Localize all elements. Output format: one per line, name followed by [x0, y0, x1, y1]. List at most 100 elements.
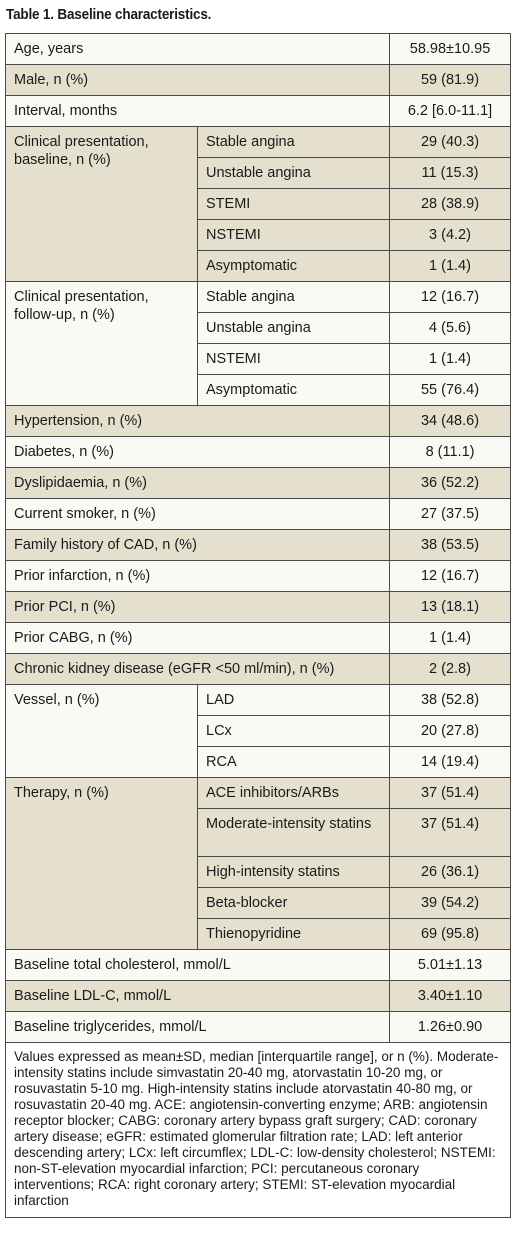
baseline-characteristics-table: Age, years 58.98±10.95 Male, n (%) 59 (8… [4, 33, 512, 1218]
sub-label-clin-base-stemi: STEMI [196, 188, 391, 220]
table-row-therapy-1: Therapy, n (%) ACE inhibitors/ARBs 37 (5… [5, 777, 512, 950]
row-value-age: 58.98±10.95 [389, 33, 512, 65]
row-label-interval: Interval, months [4, 95, 391, 127]
group-label-clinical-baseline: Clinical presentation, baseline, n (%) [5, 126, 198, 282]
table-row-clin-base-4: NSTEMI 3 (4.2) [6, 219, 512, 251]
sub-value-therapy-high-statins: 26 (36.1) [389, 856, 512, 888]
table-row-ckd: Chronic kidney disease (eGFR <50 ml/min)… [4, 653, 512, 685]
row-label-prior-cabg: Prior CABG, n (%) [4, 622, 391, 654]
sub-value-clin-follow-asymptomatic: 55 (76.4) [389, 374, 512, 406]
table-row-age: Age, years 58.98±10.95 [4, 33, 512, 65]
table-row-male: Male, n (%) 59 (81.9) [4, 64, 512, 96]
row-value-family-history: 38 (53.5) [389, 529, 512, 561]
table-row-therapy-3: High-intensity statins 26 (36.1) [6, 856, 512, 888]
sub-label-vessel-lcx: LCx [196, 715, 391, 747]
row-value-ckd: 2 (2.8) [389, 653, 512, 685]
row-label-dyslipidaemia: Dyslipidaemia, n (%) [4, 467, 391, 499]
sub-value-therapy-beta-blocker: 39 (54.2) [389, 887, 512, 919]
row-value-diabetes: 8 (11.1) [389, 436, 512, 468]
row-value-ldl: 3.40±1.10 [389, 980, 512, 1012]
sub-label-vessel-rca: RCA [196, 746, 391, 778]
sub-label-clin-base-nstemi: NSTEMI [196, 219, 391, 251]
sub-value-clin-follow-nstemi: 1 (1.4) [389, 343, 512, 375]
table-row-clin-base-5: Asymptomatic 1 (1.4) [6, 250, 512, 282]
row-value-interval: 6.2 [6.0-11.1] [389, 95, 512, 127]
table-row-clin-follow-3: NSTEMI 1 (1.4) [6, 343, 512, 375]
table-row-prior-pci: Prior PCI, n (%) 13 (18.1) [4, 591, 512, 623]
table-row-smoker: Current smoker, n (%) 27 (37.5) [4, 498, 512, 530]
sub-label-therapy-ace: ACE inhibitors/ARBs [196, 777, 391, 809]
sub-label-clin-follow-stable: Stable angina [196, 281, 391, 313]
row-label-ckd: Chronic kidney disease (eGFR <50 ml/min)… [4, 653, 391, 685]
sub-label-therapy-beta-blocker: Beta-blocker [196, 887, 391, 919]
row-label-hypertension: Hypertension, n (%) [4, 405, 391, 437]
sub-label-vessel-lad: LAD [196, 684, 391, 716]
row-value-dyslipidaemia: 36 (52.2) [389, 467, 512, 499]
table-row-diabetes: Diabetes, n (%) 8 (11.1) [4, 436, 512, 468]
table-row-clin-follow-1: Clinical presentation, follow-up, n (%) … [5, 281, 512, 406]
row-label-prior-pci: Prior PCI, n (%) [4, 591, 391, 623]
row-label-diabetes: Diabetes, n (%) [4, 436, 391, 468]
sub-label-therapy-moderate-statins: Moderate-intensity statins [196, 808, 391, 857]
sub-value-therapy-ace: 37 (51.4) [389, 777, 512, 809]
sub-value-vessel-rca: 14 (19.4) [389, 746, 512, 778]
sub-value-vessel-lad: 38 (52.8) [389, 684, 512, 716]
table-row-dyslipidaemia: Dyslipidaemia, n (%) 36 (52.2) [4, 467, 512, 499]
row-label-triglycerides: Baseline triglycerides, mmol/L [4, 1011, 391, 1043]
table-footnote: Values expressed as mean±SD, median [int… [4, 1042, 512, 1218]
row-value-cholesterol: 5.01±1.13 [389, 949, 512, 981]
sub-value-clin-follow-stable: 12 (16.7) [389, 281, 512, 313]
group-label-therapy: Therapy, n (%) [5, 777, 198, 950]
sub-label-clin-base-asymptomatic: Asymptomatic [196, 250, 391, 282]
table-row-vessel-2: LCx 20 (27.8) [6, 715, 512, 747]
table-row-prior-cabg: Prior CABG, n (%) 1 (1.4) [4, 622, 512, 654]
row-label-ldl: Baseline LDL-C, mmol/L [4, 980, 391, 1012]
row-value-hypertension: 34 (48.6) [389, 405, 512, 437]
row-value-prior-infarction: 12 (16.7) [389, 560, 512, 592]
table-row-clin-base-1: Clinical presentation, baseline, n (%) S… [5, 126, 512, 282]
table-footnote-row: Values expressed as mean±SD, median [int… [4, 1042, 512, 1218]
table-row-clin-follow-4: Asymptomatic 55 (76.4) [6, 374, 512, 406]
table-row-therapy-4: Beta-blocker 39 (54.2) [6, 887, 512, 919]
sub-value-clin-base-nstemi: 3 (4.2) [389, 219, 512, 251]
row-label-male: Male, n (%) [4, 64, 391, 96]
sub-value-therapy-thienopyridine: 69 (95.8) [389, 918, 512, 950]
table-row-triglycerides: Baseline triglycerides, mmol/L 1.26±0.90 [4, 1011, 512, 1043]
row-value-prior-pci: 13 (18.1) [389, 591, 512, 623]
table-row-family-history: Family history of CAD, n (%) 38 (53.5) [4, 529, 512, 561]
table-row-hypertension: Hypertension, n (%) 34 (48.6) [4, 405, 512, 437]
table-row-therapy-2: Moderate-intensity statins 37 (51.4) [6, 808, 512, 857]
table-row-ldl: Baseline LDL-C, mmol/L 3.40±1.10 [4, 980, 512, 1012]
row-label-family-history: Family history of CAD, n (%) [4, 529, 391, 561]
sub-label-therapy-high-statins: High-intensity statins [196, 856, 391, 888]
row-value-smoker: 27 (37.5) [389, 498, 512, 530]
table-row-interval: Interval, months 6.2 [6.0-11.1] [4, 95, 512, 127]
sub-value-clin-base-unstable: 11 (15.3) [389, 157, 512, 189]
row-value-triglycerides: 1.26±0.90 [389, 1011, 512, 1043]
row-value-prior-cabg: 1 (1.4) [389, 622, 512, 654]
table-row-clin-follow-2: Unstable angina 4 (5.6) [6, 312, 512, 344]
sub-value-therapy-moderate-statins: 37 (51.4) [389, 808, 512, 857]
row-label-age: Age, years [4, 33, 391, 65]
sub-label-clin-follow-nstemi: NSTEMI [196, 343, 391, 375]
row-label-prior-infarction: Prior infarction, n (%) [4, 560, 391, 592]
group-label-clinical-follow-up: Clinical presentation, follow-up, n (%) [5, 281, 198, 406]
table-caption: Table 1. Baseline characteristics. [6, 6, 212, 23]
row-value-male: 59 (81.9) [389, 64, 512, 96]
sub-value-clin-follow-unstable: 4 (5.6) [389, 312, 512, 344]
table-row-therapy-5: Thienopyridine 69 (95.8) [6, 918, 512, 950]
sub-label-clin-base-unstable: Unstable angina [196, 157, 391, 189]
table-row-vessel-1: Vessel, n (%) LAD 38 (52.8) [5, 684, 512, 778]
sub-value-clin-base-stable: 29 (40.3) [389, 126, 512, 158]
sub-value-clin-base-asymptomatic: 1 (1.4) [389, 250, 512, 282]
sub-label-clin-follow-unstable: Unstable angina [196, 312, 391, 344]
sub-value-vessel-lcx: 20 (27.8) [389, 715, 512, 747]
row-label-cholesterol: Baseline total cholesterol, mmol/L [4, 949, 391, 981]
table-row-cholesterol: Baseline total cholesterol, mmol/L 5.01±… [4, 949, 512, 981]
sub-label-clin-base-stable: Stable angina [196, 126, 391, 158]
table-row-prior-infarction: Prior infarction, n (%) 12 (16.7) [4, 560, 512, 592]
group-label-vessel: Vessel, n (%) [5, 684, 198, 778]
table-row-clin-base-2: Unstable angina 11 (15.3) [6, 157, 512, 189]
row-label-smoker: Current smoker, n (%) [4, 498, 391, 530]
sub-value-clin-base-stemi: 28 (38.9) [389, 188, 512, 220]
